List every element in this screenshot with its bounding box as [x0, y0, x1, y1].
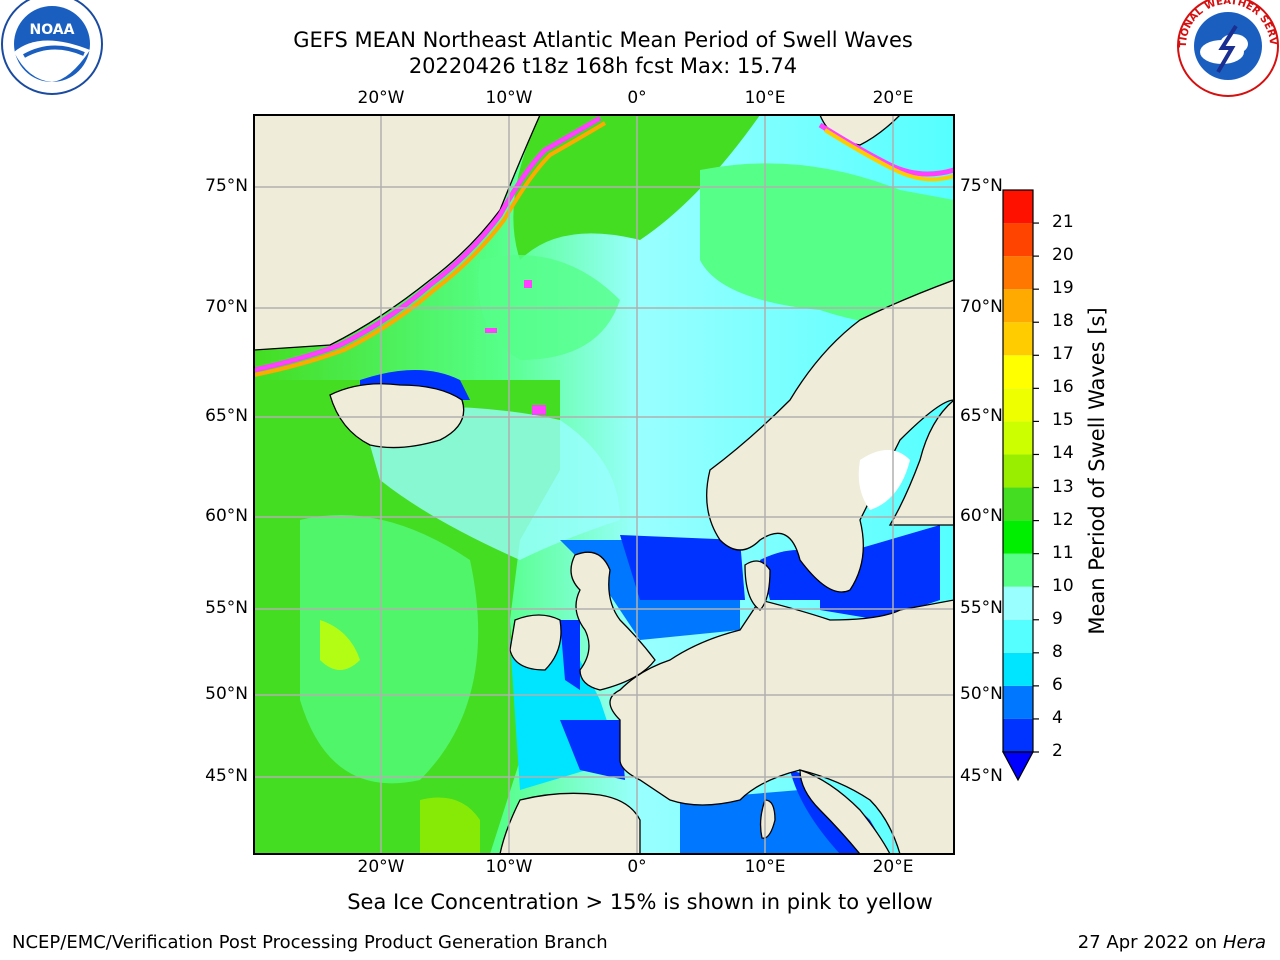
corsica-sardinia — [759, 799, 776, 839]
map-title: GEFS MEAN Northeast Atlantic Mean Period… — [293, 28, 913, 52]
lat-label-left: 45°N — [205, 766, 248, 786]
colorbar-tick-label: 20 — [1052, 245, 1074, 266]
land-masses — [254, 115, 954, 854]
colorbar-segment — [1003, 322, 1033, 356]
lon-label-bottom: 10°E — [744, 857, 786, 877]
colorbar-tick-label: 19 — [1052, 278, 1074, 299]
colorbar-tick-label: 11 — [1052, 542, 1074, 563]
colorbar-segment — [1003, 553, 1033, 587]
lon-label-top: 10°W — [485, 88, 533, 108]
lat-label-right: 55°N — [960, 598, 1003, 618]
lat-label-right: 45°N — [960, 766, 1003, 786]
colorbar — [1001, 189, 1039, 782]
colorbar-segment — [1003, 454, 1033, 488]
lon-label-bottom: 10°W — [485, 857, 533, 877]
lat-label-right: 65°N — [960, 406, 1003, 426]
colorbar-tick-label: 9 — [1052, 608, 1063, 629]
colorbar-segment — [1003, 355, 1033, 389]
colorbar-segment — [1003, 223, 1033, 257]
noaa-logo-text: NOAA — [30, 22, 75, 38]
colorbar-border — [1002, 189, 1034, 753]
footer-host: Hera — [1222, 932, 1266, 953]
colorbar-segment — [1003, 685, 1033, 719]
colorbar-segment — [1003, 421, 1033, 455]
nws-logo: NATIONAL WEATHER SERVICE — [0, 0, 1279, 97]
colorbar-segment — [1003, 619, 1033, 653]
colorbar-underflow-triangle — [1001, 751, 1035, 782]
colorbar-segment — [1003, 190, 1033, 224]
european-mainland — [609, 599, 954, 854]
lat-label-left: 55°N — [205, 598, 248, 618]
colorbar-segment — [1003, 256, 1033, 290]
lat-label-left: 65°N — [205, 406, 248, 426]
sea-ice-note: Sea Ice Concentration > 15% is shown in … — [0, 890, 1280, 914]
colorbar-tick-label: 15 — [1052, 410, 1074, 431]
map-border — [253, 114, 955, 855]
lat-label-left: 75°N — [205, 176, 248, 196]
map-subtitle: 20220426 t18z 168h fcst Max: 15.74 — [408, 54, 798, 78]
lat-label-right: 50°N — [960, 684, 1003, 704]
colorbar-segment — [1003, 388, 1033, 422]
colorbar-title: Mean Period of Swell Waves [s] — [1085, 307, 1109, 635]
colorbar-segment — [1003, 652, 1033, 686]
colorbar-tick-label: 12 — [1052, 509, 1074, 530]
noaa-logo: NOAA — [1, 0, 103, 95]
colorbar-tick-label: 18 — [1052, 311, 1074, 332]
lat-label-left: 70°N — [205, 297, 248, 317]
sea-ice-note-text: Sea Ice Concentration > 15% is shown in … — [347, 890, 933, 914]
italy — [799, 769, 891, 854]
footer-date: 27 Apr 2022 on Hera — [1078, 932, 1266, 953]
lon-label-bottom: 20°W — [357, 857, 405, 877]
denmark — [744, 560, 771, 611]
colorbar-tick-label: 6 — [1052, 674, 1063, 695]
iberia — [499, 792, 641, 854]
lon-label-top: 10°E — [744, 88, 786, 108]
ireland — [509, 614, 562, 671]
map-panel — [253, 114, 955, 855]
lon-label-bottom: 20°E — [872, 857, 914, 877]
colorbar-segment — [1003, 487, 1033, 521]
lat-label-left: 50°N — [205, 684, 248, 704]
colorbar-tick-label: 14 — [1052, 443, 1074, 464]
colorbar-tick-label: 10 — [1052, 575, 1074, 596]
colorbar-segment — [1003, 520, 1033, 554]
colorbar-tick-label: 17 — [1052, 344, 1074, 365]
iceland — [329, 383, 465, 449]
lon-label-top: 20°E — [872, 88, 914, 108]
svg-text:NATIONAL WEATHER SERVICE: NATIONAL WEATHER SERVICE — [0, 0, 1278, 48]
colorbar-tick-label: 21 — [1052, 212, 1074, 233]
great-britain — [570, 551, 656, 691]
lat-label-right: 60°N — [960, 506, 1003, 526]
nws-logo-text: NATIONAL WEATHER SERVICE — [0, 0, 1278, 48]
lon-label-top: 0° — [627, 88, 647, 108]
lat-label-left: 60°N — [205, 506, 248, 526]
sea-ice-edge — [254, 115, 954, 415]
footer-date-text: 27 Apr 2022 on — [1077, 932, 1223, 953]
colorbar-tick-label: 13 — [1052, 476, 1074, 497]
graticule — [254, 115, 954, 854]
colorbar-segment — [1003, 718, 1033, 752]
colorbar-tick-label: 8 — [1052, 641, 1063, 662]
colorbar-tick-label: 2 — [1052, 741, 1063, 761]
colorbar-tick-label: 4 — [1052, 707, 1063, 728]
lon-label-top: 20°W — [357, 88, 405, 108]
lat-label-right: 75°N — [960, 176, 1003, 196]
lat-label-right: 70°N — [960, 297, 1003, 317]
colorbar-segment — [1003, 289, 1033, 323]
greenland — [254, 115, 541, 351]
sweden-gap — [858, 450, 910, 510]
footer-credit: NCEP/EMC/Verification Post Processing Pr… — [12, 932, 608, 953]
lon-label-bottom: 0° — [627, 857, 647, 877]
colorbar-segment — [1003, 586, 1033, 620]
colorbar-tick-label: 16 — [1052, 377, 1074, 398]
